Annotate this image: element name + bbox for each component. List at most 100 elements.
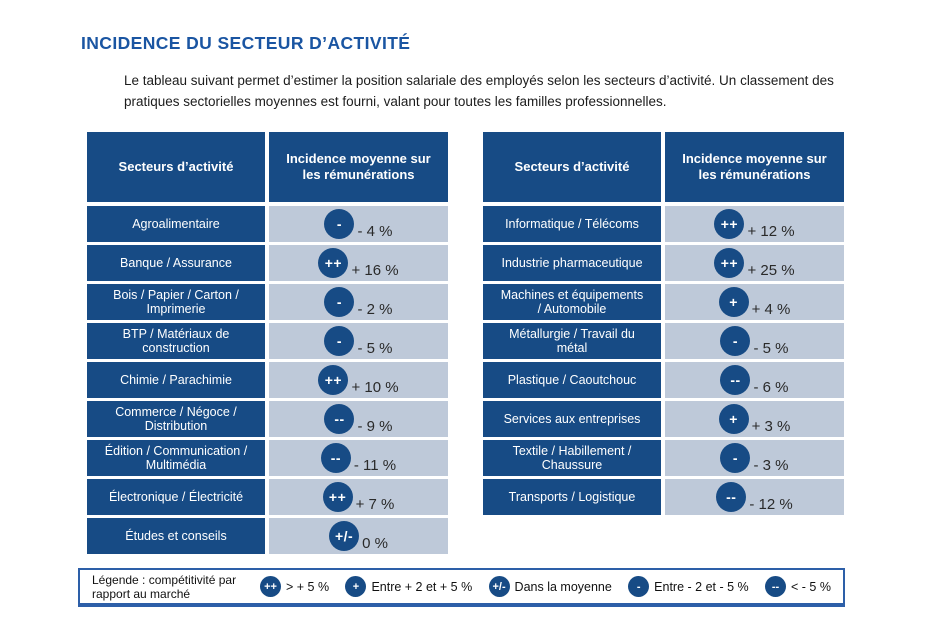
intro-paragraph: Le tableau suivant permet d’estimer la p… <box>124 73 834 109</box>
legend-item-text: Dans la moyenne <box>514 579 612 594</box>
sector-cell: Informatique / Télécoms <box>483 206 661 242</box>
table-row: Commerce / Négoce / Distribution -- - 9 … <box>87 401 448 437</box>
legend-items: ++ > + 5 % + Entre + 2 et + 5 % +/- Dans… <box>244 576 831 597</box>
rating-badge-icon: ++ <box>318 248 349 278</box>
legend-item: - Entre - 2 et - 5 % <box>628 576 749 597</box>
table-rows: Agroalimentaire - - 4 % Banque / Assuran… <box>87 206 448 554</box>
sector-cell: BTP / Matériaux de construction <box>87 323 265 359</box>
incidence-value: - 9 % <box>357 417 393 435</box>
rating-badge-icon: +/- <box>488 576 510 597</box>
table-row: Services aux entreprises + + 3 % <box>483 401 844 437</box>
incidence-value: - 4 % <box>357 222 393 240</box>
table-row: Informatique / Télécoms ++ + 12 % <box>483 206 844 242</box>
incidence-cell: + + 4 % <box>665 284 844 320</box>
legend-item-text: < - 5 % <box>791 579 831 594</box>
table-row: Chimie / Parachimie ++ + 10 % <box>87 362 448 398</box>
rating-badge-icon: ++ <box>318 365 349 395</box>
incidence-value: + 3 % <box>751 417 791 435</box>
incidence-cell: ++ + 7 % <box>269 479 448 515</box>
incidence-cell: -- - 9 % <box>269 401 448 437</box>
incidence-cell: ++ + 12 % <box>665 206 844 242</box>
tables-container: Secteurs d’activité Incidence moyenne su… <box>87 132 844 554</box>
rating-badge-icon: ++ <box>714 248 745 278</box>
incidence-value: + 16 % <box>351 261 399 279</box>
rating-badge-icon: -- <box>765 576 786 597</box>
incidence-cell: - - 5 % <box>269 323 448 359</box>
page-title: INCIDENCE DU SECTEUR D’ACTIVITÉ <box>81 33 411 53</box>
incidence-cell: -- - 11 % <box>269 440 448 476</box>
table-row: Agroalimentaire - - 4 % <box>87 206 448 242</box>
incidence-value: + 25 % <box>747 261 795 279</box>
incidence-value: - 6 % <box>753 378 789 396</box>
sector-cell: Banque / Assurance <box>87 245 265 281</box>
legend-label: Légende : compétitivité par rapport au m… <box>92 572 237 601</box>
rating-badge-icon: -- <box>720 365 751 395</box>
table-row: Textile / Habillement / Chaussure - - 3 … <box>483 440 844 476</box>
rating-badge-icon: -- <box>716 482 747 512</box>
legend-item: ++ > + 5 % <box>260 576 329 597</box>
column-header-sector: Secteurs d’activité <box>483 132 661 202</box>
table-row: Banque / Assurance ++ + 16 % <box>87 245 448 281</box>
legend-item: -- < - 5 % <box>765 576 831 597</box>
legend-item: + Entre + 2 et + 5 % <box>345 576 472 597</box>
table-row: Transports / Logistique -- - 12 % <box>483 479 844 515</box>
incidence-cell: +/- 0 % <box>269 518 448 554</box>
rating-badge-icon: + <box>718 287 749 317</box>
sector-cell: Commerce / Négoce / Distribution <box>87 401 265 437</box>
incidence-value: - 12 % <box>749 495 793 513</box>
incidence-cell: ++ + 25 % <box>665 245 844 281</box>
table-row: Machines et équipements / Automobile + +… <box>483 284 844 320</box>
legend-item: +/- Dans la moyenne <box>488 576 612 597</box>
sector-cell: Industrie pharmaceutique <box>483 245 661 281</box>
rating-badge-icon: -- <box>324 404 355 434</box>
rating-badge-icon: + <box>345 576 367 597</box>
incidence-cell: -- - 6 % <box>665 362 844 398</box>
incidence-value: - 5 % <box>357 339 393 357</box>
table-row: Bois / Papier / Carton / Imprimerie - - … <box>87 284 448 320</box>
incidence-cell: ++ + 16 % <box>269 245 448 281</box>
incidence-cell: - - 2 % <box>269 284 448 320</box>
table-row: Études et conseils +/- 0 % <box>87 518 448 554</box>
sector-table-left: Secteurs d’activité Incidence moyenne su… <box>87 132 448 554</box>
incidence-value: - 3 % <box>753 456 789 474</box>
sector-cell: Machines et équipements / Automobile <box>483 284 661 320</box>
sector-cell: Chimie / Parachimie <box>87 362 265 398</box>
table-row: Métallurgie / Travail du métal - - 5 % <box>483 323 844 359</box>
sector-cell: Agroalimentaire <box>87 206 265 242</box>
sector-cell: Textile / Habillement / Chaussure <box>483 440 661 476</box>
table-row: Électronique / Électricité ++ + 7 % <box>87 479 448 515</box>
sector-cell: Édition / Communication / Multimédia <box>87 440 265 476</box>
legend-box: Légende : compétitivité par rapport au m… <box>78 568 845 607</box>
sector-cell: Études et conseils <box>87 518 265 554</box>
column-header-incidence: Incidence moyenne sur les rémunérations <box>665 132 844 202</box>
sector-cell: Métallurgie / Travail du métal <box>483 323 661 359</box>
incidence-value: - 2 % <box>357 300 393 318</box>
rating-badge-icon: ++ <box>322 482 353 512</box>
rating-badge-icon: + <box>718 404 749 434</box>
incidence-cell: - - 5 % <box>665 323 844 359</box>
rating-badge-icon: -- <box>320 443 351 473</box>
table-rows: Informatique / Télécoms ++ + 12 % Indust… <box>483 206 844 515</box>
incidence-value: - 5 % <box>753 339 789 357</box>
incidence-cell: + + 3 % <box>665 401 844 437</box>
legend-item-text: Entre - 2 et - 5 % <box>654 579 749 594</box>
column-header-incidence: Incidence moyenne sur les rémunérations <box>269 132 448 202</box>
incidence-value: + 10 % <box>351 378 399 396</box>
sector-cell: Électronique / Électricité <box>87 479 265 515</box>
table-header-row: Secteurs d’activité Incidence moyenne su… <box>87 132 448 202</box>
legend-item-text: > + 5 % <box>286 579 330 594</box>
rating-badge-icon: - <box>324 287 355 317</box>
sector-cell: Plastique / Caoutchouc <box>483 362 661 398</box>
rating-badge-icon: ++ <box>260 576 281 597</box>
legend-item-text: Entre + 2 et + 5 % <box>371 579 473 594</box>
table-row: Industrie pharmaceutique ++ + 25 % <box>483 245 844 281</box>
incidence-value: + 12 % <box>747 222 795 240</box>
sector-cell: Bois / Papier / Carton / Imprimerie <box>87 284 265 320</box>
rating-badge-icon: ++ <box>714 209 745 239</box>
table-row: Édition / Communication / Multimédia -- … <box>87 440 448 476</box>
incidence-value: 0 % <box>362 534 388 552</box>
incidence-cell: -- - 12 % <box>665 479 844 515</box>
table-row: BTP / Matériaux de construction - - 5 % <box>87 323 448 359</box>
table-row: Plastique / Caoutchouc -- - 6 % <box>483 362 844 398</box>
